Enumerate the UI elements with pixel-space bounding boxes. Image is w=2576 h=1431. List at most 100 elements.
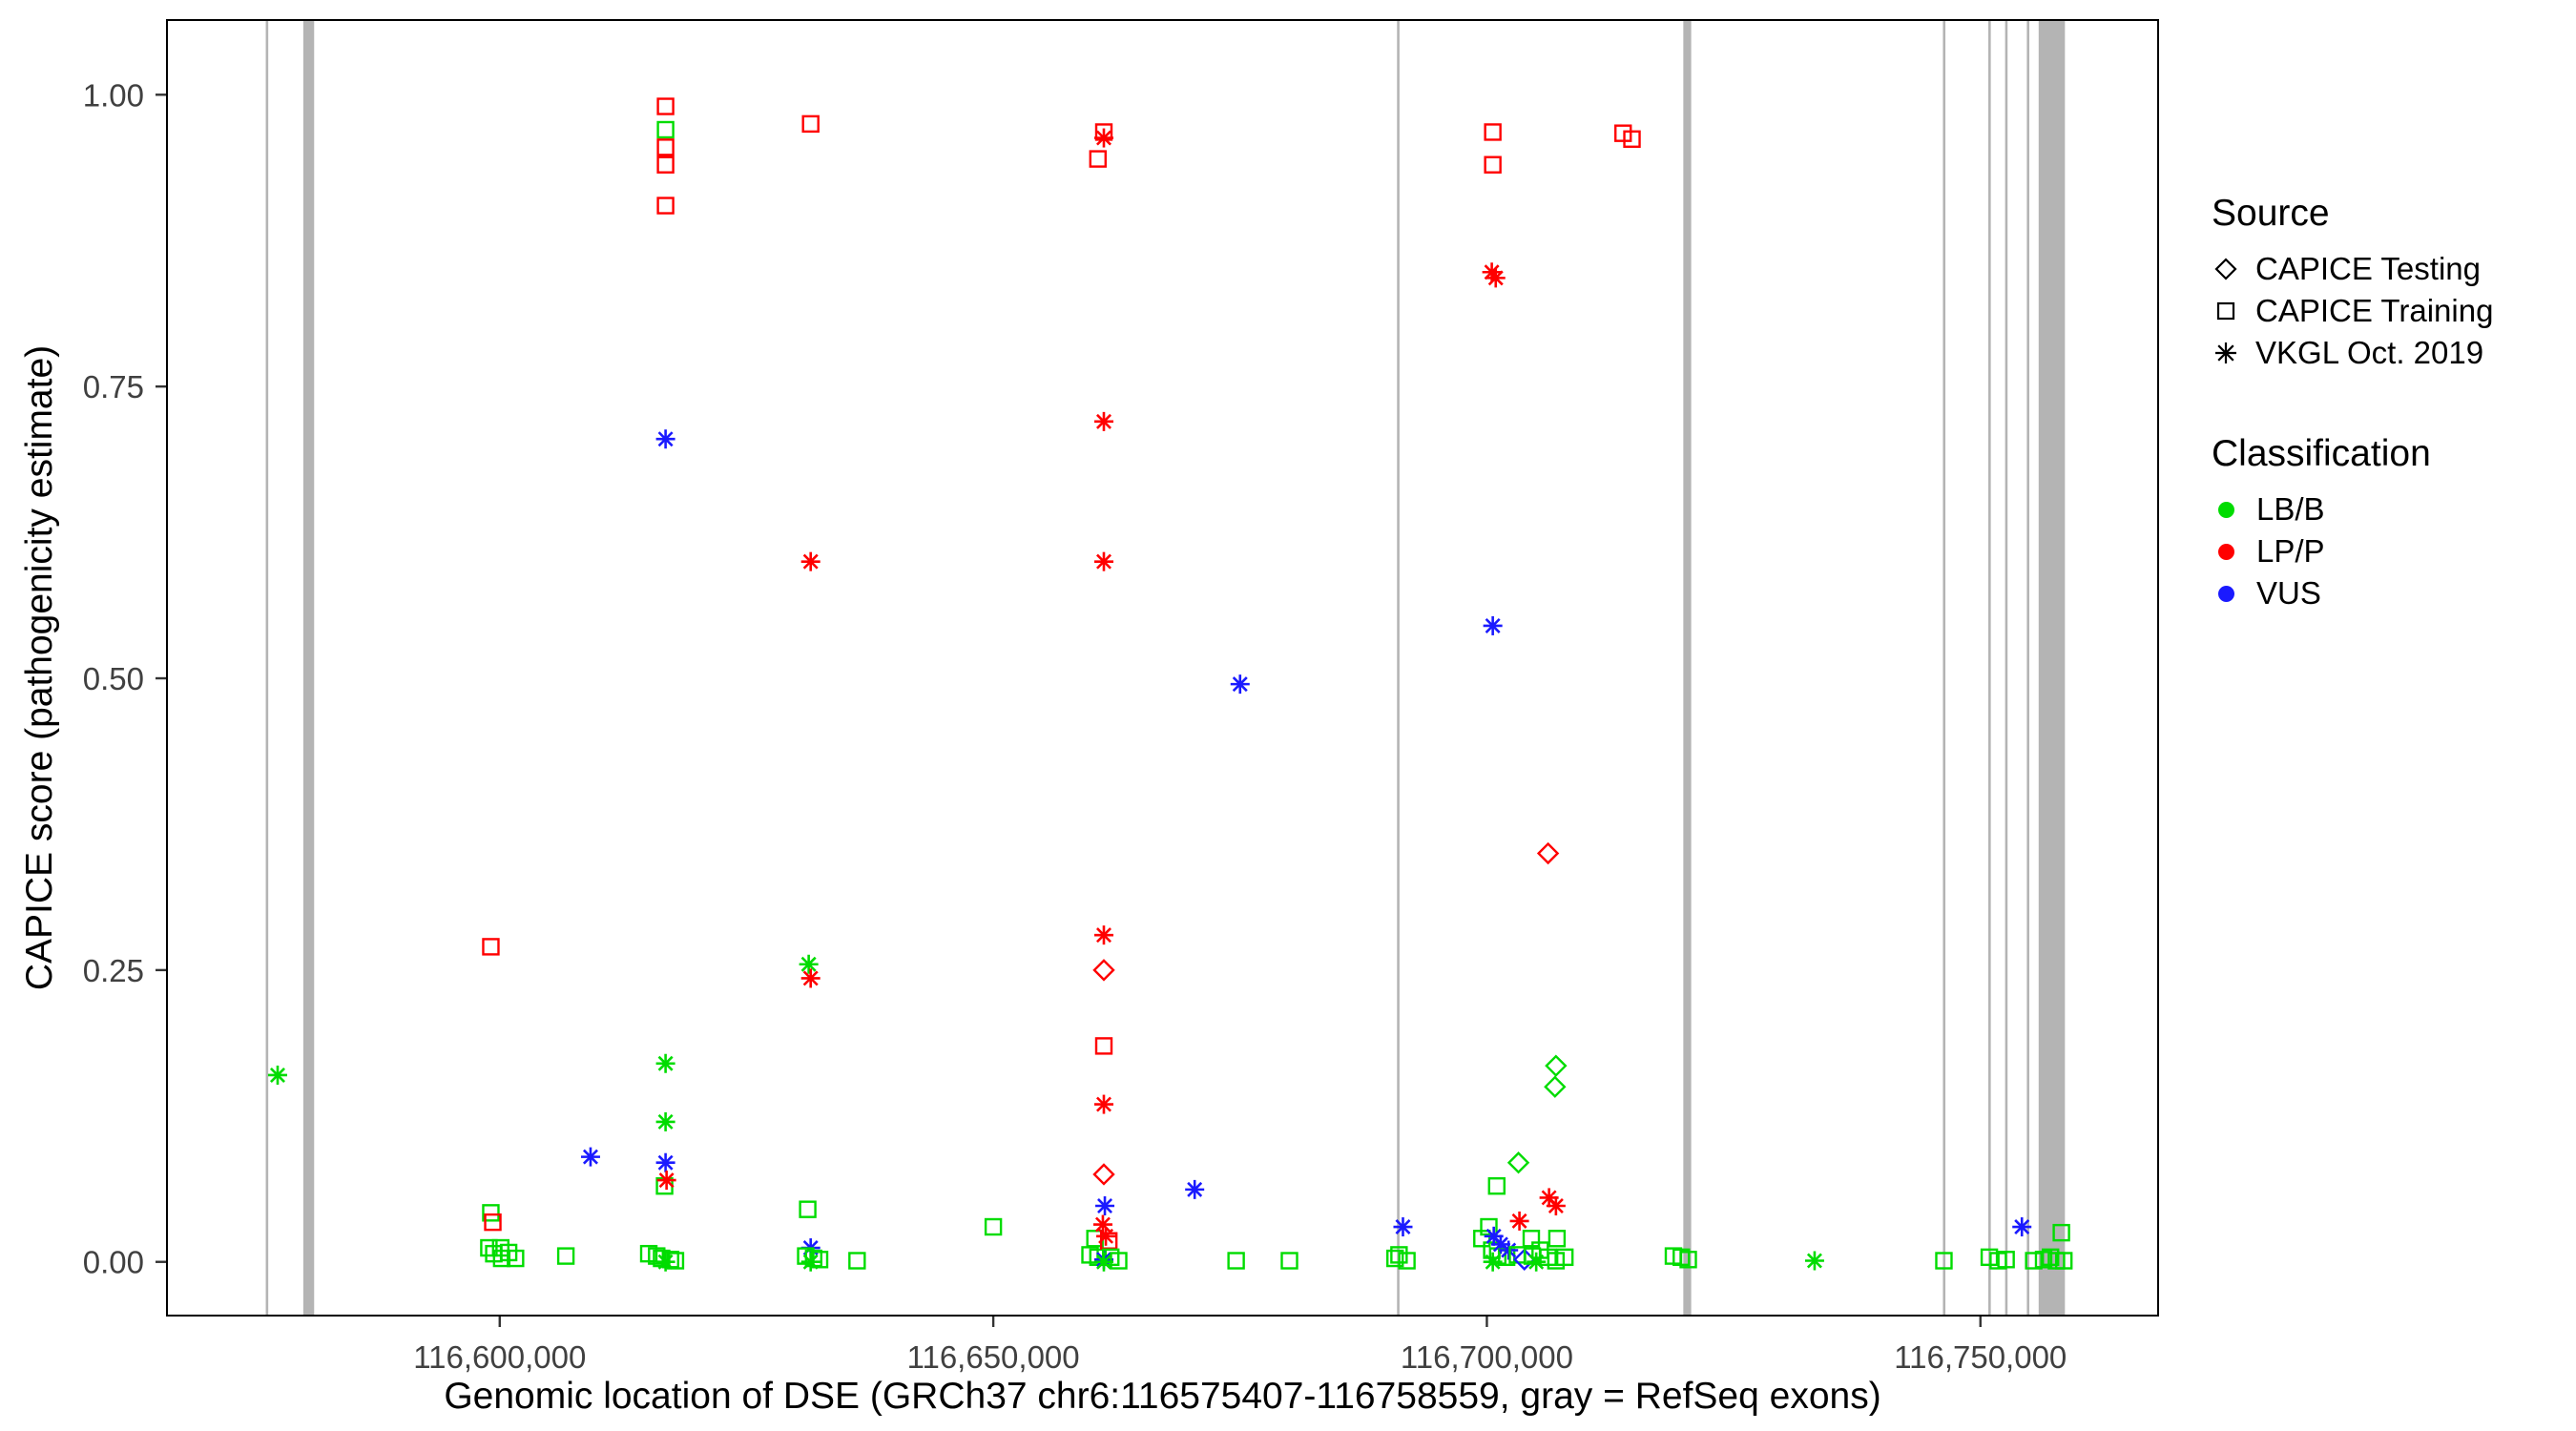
data-point-asterisk [1095,1195,1115,1215]
data-point-asterisk [1092,1214,1112,1234]
vus-color-dot [2218,585,2234,602]
data-point-square [1089,150,1107,168]
data-point-asterisk [655,1053,675,1073]
data-point-square [1980,1248,1999,1267]
data-point-square [1547,1252,1566,1270]
data-point-square [1935,1252,1953,1270]
data-point-square [1555,1248,1574,1267]
data-point-square [2054,1252,2073,1270]
legend-item-capice-training: CAPICE Training [2212,290,2565,332]
data-point-square [648,1247,666,1265]
data-point-diamond [1506,1151,1530,1174]
legend-classification-title: Classification [2212,433,2431,474]
refseq-exon-bar [302,20,315,1316]
refseq-exon-bar [1397,20,1400,1316]
lbb-color-dot [2218,501,2234,518]
data-point-square [848,1252,866,1270]
legend-item-label: CAPICE Training [2255,293,2494,328]
data-point-asterisk [800,968,821,988]
data-point-asterisk [655,429,675,449]
data-point-square [799,1200,817,1218]
data-point-asterisk [1393,1217,1413,1237]
data-point-square [656,120,675,139]
legend-item-label: LB/B [2256,491,2325,527]
data-point-square [1997,1251,2015,1269]
legend-item-vus: VUS [2212,572,2565,614]
data-point-asterisk [1093,411,1113,431]
x-tick-label: 116,750,000 [1894,1339,2067,1375]
data-point-asterisk [656,1171,676,1191]
legend-item-label: VUS [2256,575,2321,611]
data-point-square [2052,1223,2070,1242]
lpp-color-dot [2218,543,2234,560]
data-point-square [656,97,675,115]
panel-border [166,19,2159,1317]
y-axis-title: CAPICE score (pathogenicity estimate) [19,344,60,991]
data-point-asterisk [799,954,819,974]
asterisk-icon [2215,342,2236,363]
refseq-exon-bar [2038,20,2066,1316]
data-point-square [484,1213,502,1232]
data-point-square [1623,130,1641,148]
legend-item-lbb: LB/B [2212,488,2565,530]
data-point-square [482,1204,500,1222]
refseq-exon-bar [2005,20,2008,1316]
data-point-square [1487,1176,1506,1195]
refseq-exon-bar [2026,20,2029,1316]
data-point-diamond [1545,1054,1568,1077]
y-tick-label: 1.00 [83,77,144,113]
data-point-square [666,1252,685,1270]
data-point-asterisk [1093,128,1113,148]
y-tick-label: 0.00 [83,1245,144,1280]
data-point-asterisk [1509,1211,1529,1231]
diamond-icon [2214,258,2237,280]
legend-item-lpp: LP/P [2212,530,2565,572]
data-point-diamond [1536,841,1560,865]
data-point-square [1110,1252,1128,1270]
data-point-square [2025,1252,2043,1270]
data-point-asterisk [1804,1251,1824,1271]
x-tick-label: 116,650,000 [907,1339,1080,1375]
data-point-square [1227,1252,1245,1270]
legend: Source CAPICE Testing CAPICE Training [2212,193,2565,614]
x-tick-label: 116,700,000 [1401,1339,1573,1375]
data-point-square [1679,1251,1697,1269]
y-tick-label: 0.75 [83,369,144,404]
data-point-square [1386,1249,1404,1268]
data-point-square [1548,1230,1567,1248]
data-point-asterisk [1527,1252,1547,1272]
data-point-square [556,1247,575,1265]
data-point-asterisk [655,1152,675,1172]
data-point-asterisk [1499,1240,1519,1260]
x-axis-title: Genomic location of DSE (GRCh37 chr6:116… [444,1376,1881,1417]
data-point-square [661,1251,679,1269]
data-point-square [984,1217,1003,1236]
data-point-square [1484,156,1502,174]
data-point-diamond [1092,959,1115,982]
x-tick-label: 116,600,000 [413,1339,586,1375]
data-point-square [656,156,675,174]
data-point-square [2042,1248,2060,1267]
data-point-asterisk [1093,925,1113,945]
data-point-asterisk [655,1111,675,1131]
data-point-square [1280,1252,1298,1270]
data-point-square [656,138,675,156]
data-point-asterisk [1093,1094,1113,1114]
data-point-square [507,1249,525,1268]
data-point-asterisk [1230,674,1250,695]
data-point-asterisk [2012,1217,2032,1237]
data-point-asterisk [1483,615,1503,635]
legend-item-capice-testing: CAPICE Testing [2212,248,2565,290]
data-point-square [1614,124,1632,142]
data-point-asterisk [800,1252,821,1272]
refseq-exon-bar [265,20,269,1316]
data-point-asterisk [580,1147,600,1167]
data-point-square [480,1238,498,1257]
data-point-square [1480,1217,1498,1236]
data-point-square [1484,123,1502,141]
data-point-square [1398,1252,1416,1270]
data-point-asterisk [1093,551,1113,571]
data-point-asterisk [1485,268,1506,288]
